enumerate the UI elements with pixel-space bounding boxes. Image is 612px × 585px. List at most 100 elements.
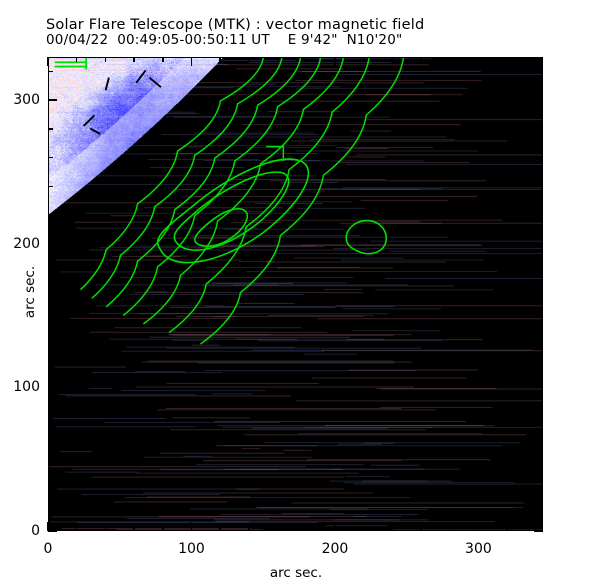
plot-title-line-1: Solar Flare Telescope (MTK) : vector mag… (46, 17, 425, 33)
contour-limb-band-2 (105, 58, 302, 308)
x-tick (248, 57, 250, 62)
y-tick (48, 271, 53, 274)
contour-limb-band-0 (79, 58, 265, 291)
y-tick (48, 300, 53, 302)
contour-notch (266, 145, 285, 161)
y-tick-label: 200 (13, 235, 40, 252)
x-tick (219, 57, 221, 62)
field-vector (89, 127, 101, 135)
y-tick (48, 530, 57, 532)
y-tick (48, 156, 53, 159)
x-tick (276, 57, 279, 62)
y-tick (48, 386, 57, 389)
field-vector-layer (82, 69, 162, 135)
y-tick-label: 300 (13, 92, 40, 109)
y-tick (538, 357, 543, 360)
y-tick (534, 242, 543, 245)
y-tick (48, 70, 53, 73)
y-tick (48, 128, 53, 130)
magnetogram-image (49, 58, 542, 530)
y-tick (538, 185, 543, 188)
x-axis-title: arc sec. (269, 565, 323, 581)
contour-limb-band-4 (142, 58, 345, 325)
y-tick (538, 70, 543, 73)
y-tick-label: 0 (31, 523, 40, 539)
x-tick (535, 526, 537, 531)
contour-limb-band-3 (122, 58, 322, 317)
y-tick (48, 214, 53, 216)
x-tick (448, 57, 451, 62)
y-tick-label: 100 (13, 379, 40, 396)
y-tick (538, 472, 543, 475)
x-tick (334, 522, 336, 531)
field-vector (148, 76, 162, 88)
y-tick (538, 300, 543, 302)
x-tick (162, 526, 164, 531)
y-tick (538, 156, 543, 159)
x-tick (506, 57, 508, 62)
contour-spot-mid (173, 171, 290, 251)
contour-spot-outer (156, 158, 310, 264)
y-tick (48, 357, 53, 360)
x-tick (133, 526, 135, 531)
x-tick-label: 100 (178, 541, 205, 557)
field-vector (82, 114, 95, 127)
x-tick (276, 526, 279, 531)
x-tick (162, 57, 164, 62)
magnetogram-plot-area (48, 57, 543, 531)
x-tick (47, 57, 49, 66)
y-tick (534, 386, 543, 389)
y-tick (48, 99, 57, 101)
plot-title-line-2: 00/04/22 00:49:05-00:50:11 UT E 9'42" N1… (46, 32, 403, 48)
field-vector (104, 77, 110, 91)
y-tick (534, 530, 543, 532)
x-tick (391, 57, 394, 62)
y-tick (538, 329, 543, 331)
x-tick (47, 522, 49, 531)
x-tick (362, 57, 365, 62)
x-tick (190, 522, 193, 531)
contour-limb-band-1 (91, 58, 283, 299)
y-tick (48, 501, 53, 504)
x-tick (535, 57, 537, 62)
x-tick (104, 57, 107, 62)
x-tick (391, 526, 394, 531)
y-tick (538, 444, 543, 446)
x-tick (477, 522, 480, 531)
plot-title-block: Solar Flare Telescope (MTK) : vector mag… (46, 18, 566, 48)
x-tick (420, 526, 422, 531)
x-tick (219, 526, 221, 531)
y-tick (48, 472, 53, 475)
x-tick (334, 57, 336, 66)
y-axis-title: arc sec. (22, 265, 39, 319)
y-tick (48, 329, 53, 331)
x-tick-label: 300 (465, 541, 492, 557)
y-tick (538, 271, 543, 274)
contour-spot-umbra (194, 208, 249, 247)
x-tick (448, 526, 451, 531)
x-tick (75, 57, 78, 62)
y-tick (538, 128, 543, 130)
x-tick (75, 526, 78, 531)
x-tick (305, 526, 307, 531)
contour-limb-band-6 (200, 58, 405, 345)
x-tick (420, 57, 422, 62)
field-vector (135, 69, 147, 84)
y-tick (48, 242, 57, 245)
y-tick (48, 444, 53, 446)
y-tick (538, 501, 543, 504)
x-tick-label: 200 (321, 541, 349, 557)
y-tick (48, 185, 53, 188)
contour-limb-band-5 (168, 58, 370, 334)
x-tick (133, 57, 135, 62)
y-tick (538, 214, 543, 216)
y-tick (48, 415, 53, 417)
x-tick (506, 526, 508, 531)
x-tick (362, 526, 365, 531)
y-tick (534, 99, 543, 101)
contour-layer (54, 58, 405, 345)
x-tick-label: 0 (43, 541, 53, 557)
x-tick (104, 526, 107, 531)
x-tick (477, 57, 480, 66)
